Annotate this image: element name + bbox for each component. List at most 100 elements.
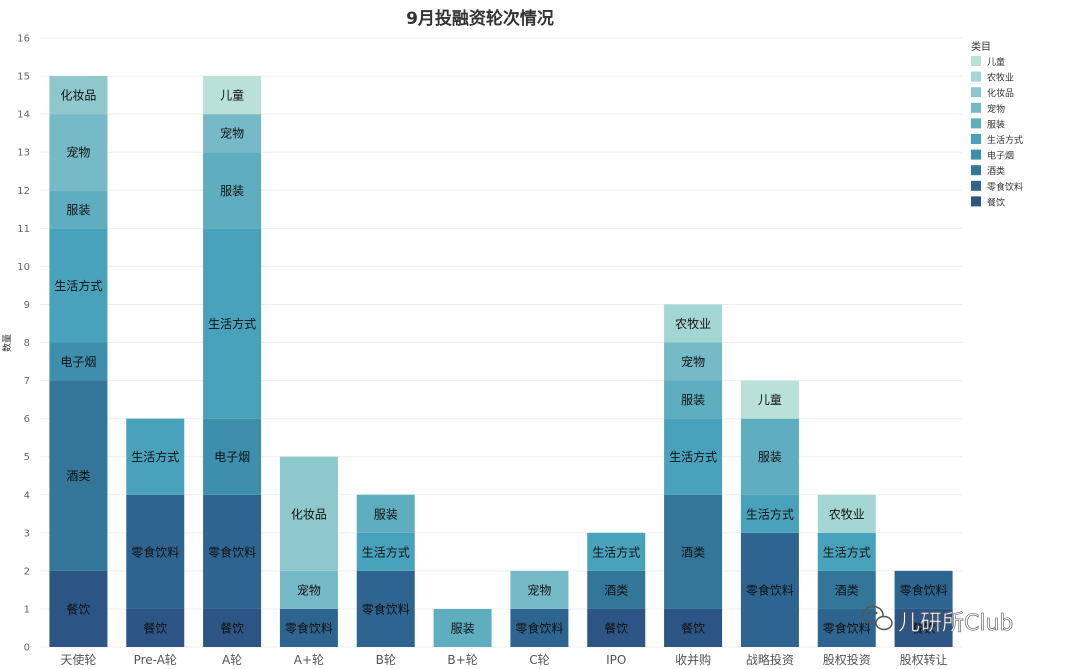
segment-label: 生活方式 <box>131 449 179 464</box>
segment-label: 宠物 <box>681 354 705 369</box>
segment-label: 餐饮 <box>912 620 936 635</box>
segment-label: 宠物 <box>220 126 244 141</box>
x-tick-label: IPO <box>606 653 626 667</box>
bar-segment <box>203 76 262 115</box>
legend-title: 类目 <box>971 40 991 53</box>
bar-segment <box>664 304 723 343</box>
bar-segment <box>203 494 262 609</box>
segment-label: 化妆品 <box>60 89 96 103</box>
x-tick-label: B轮 <box>376 653 396 667</box>
segment-label: 宠物 <box>66 145 90 160</box>
bar-segment <box>817 608 876 647</box>
y-tick-label: 11 <box>17 224 30 235</box>
watermark: 儿研所Club <box>862 605 1014 636</box>
legend-entry: 零食饮料 <box>987 181 1023 193</box>
bar-segment <box>817 532 876 571</box>
segment-label: 餐饮 <box>604 620 628 635</box>
segment-label: 儿童 <box>220 88 244 103</box>
bar-segment <box>356 494 415 533</box>
y-tick-label: 5 <box>24 452 30 463</box>
bar-segment <box>126 608 185 647</box>
segment-label: 电子烟 <box>214 450 250 464</box>
segment-label: 农牧业 <box>675 317 711 331</box>
x-tick-label: 战略投资 <box>746 652 794 667</box>
bar-segment <box>664 418 723 495</box>
bar-segment <box>49 190 108 229</box>
segment-label: 酒类 <box>604 583 628 597</box>
legend-entry: 服装 <box>987 118 1005 130</box>
legend-swatch <box>971 87 981 98</box>
bar-segment <box>49 76 108 115</box>
segment-label: 宠物 <box>297 582 321 597</box>
bar-segment <box>49 380 108 571</box>
legend-entry: 餐饮 <box>987 196 1005 208</box>
bar-segment <box>49 114 108 191</box>
gridlines <box>40 37 962 648</box>
segment-label: 服装 <box>220 184 244 198</box>
segment-label: 生活方式 <box>208 316 256 331</box>
legend-entry: 生活方式 <box>987 134 1023 146</box>
x-tick-label: 股权转让 <box>900 652 948 667</box>
legend-entry: 农牧业 <box>987 72 1014 84</box>
segment-label: 零食饮料 <box>208 544 256 559</box>
segment-label: 电子烟 <box>60 355 96 369</box>
y-tick-label: 8 <box>24 338 30 349</box>
bar-segment <box>356 532 415 571</box>
segment-label: 零食饮料 <box>823 620 871 635</box>
bar-segment <box>356 570 415 647</box>
x-tick-label: Pre-A轮 <box>134 653 177 667</box>
bar-segment <box>126 418 185 495</box>
legend-swatch <box>971 56 981 66</box>
x-tick-label: A轮 <box>222 653 242 667</box>
watermark-text: 儿研所Club <box>898 611 1013 636</box>
y-tick-label: 0 <box>24 643 30 654</box>
segment-label: 服装 <box>451 621 475 635</box>
y-tick-label: 14 <box>17 110 30 121</box>
x-tick-label: C轮 <box>529 653 549 667</box>
bar-segment <box>203 418 262 495</box>
segment-label: 餐饮 <box>220 620 244 635</box>
bar-segment <box>587 570 646 609</box>
y-tick-label: 1 <box>24 604 30 615</box>
y-tick-label: 15 <box>17 72 30 83</box>
bar-segment <box>740 380 799 419</box>
segment-label: 生活方式 <box>669 449 717 464</box>
bar-segment <box>203 228 262 419</box>
y-tick-label: 7 <box>24 376 30 387</box>
bar-segment <box>510 570 569 609</box>
bar-segment <box>203 152 262 229</box>
segment-label: 酒类 <box>681 545 705 559</box>
y-tick-label: 13 <box>17 148 30 159</box>
segment-label: 生活方式 <box>746 506 794 521</box>
bar-segment <box>49 570 108 647</box>
y-tick-label: 2 <box>24 566 30 577</box>
bar-segment <box>433 608 492 647</box>
legend-entry: 电子烟 <box>987 150 1014 162</box>
legend-swatch <box>971 134 981 144</box>
segment-label: 零食饮料 <box>362 601 410 616</box>
bar-segment <box>740 532 799 647</box>
bar-segment <box>279 456 338 571</box>
segment-label: 零食饮料 <box>746 582 794 597</box>
bar-segment <box>664 608 723 647</box>
segment-label: 餐饮 <box>681 620 705 635</box>
segment-label: 生活方式 <box>823 544 871 559</box>
bar-segment <box>664 494 723 609</box>
segment-label: 零食饮料 <box>515 620 563 635</box>
legend-swatch <box>971 196 981 207</box>
bar-segment <box>587 608 646 647</box>
bar-segment <box>203 608 262 647</box>
bar-segment <box>664 380 723 419</box>
x-tick-label: A+轮 <box>294 653 324 667</box>
y-tick-label: 6 <box>24 414 30 425</box>
segment-label: 餐饮 <box>66 601 90 616</box>
segment-label: 儿童 <box>758 392 782 407</box>
bar-segment <box>126 494 185 609</box>
bar-segment <box>894 570 953 609</box>
bar-segment <box>203 114 262 153</box>
wechat-icon <box>862 605 893 631</box>
segment-label: 生活方式 <box>592 544 640 559</box>
legend-entry: 化妆品 <box>987 87 1014 99</box>
